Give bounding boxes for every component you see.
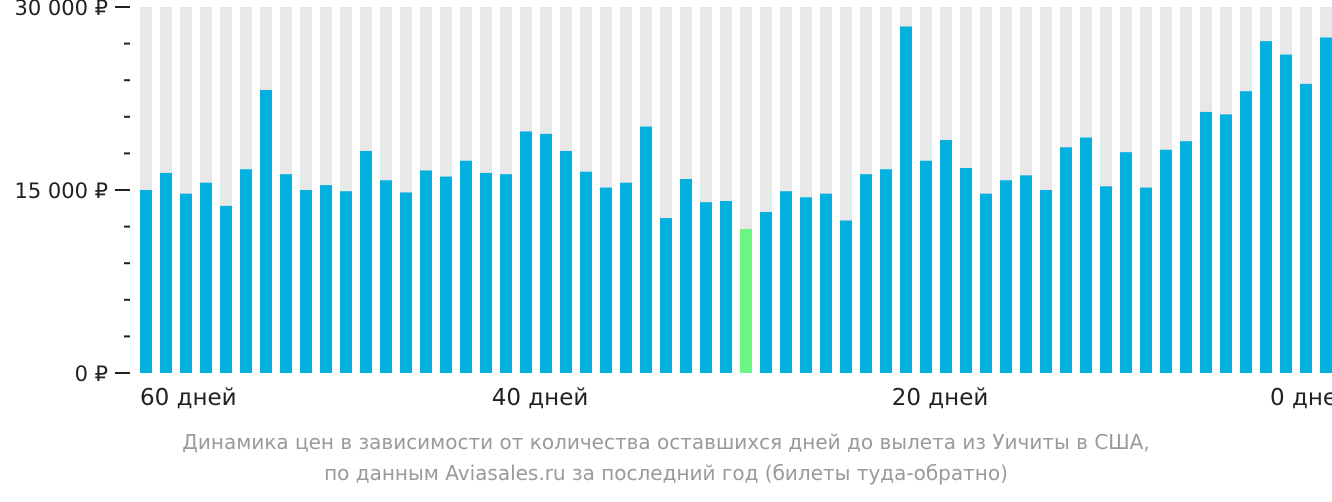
bar [1080, 137, 1092, 373]
bar [420, 170, 432, 373]
x-tick-label: 20 дней [892, 385, 989, 411]
bar [1100, 186, 1112, 373]
chart-caption-line-2: по данным Aviasales.ru за последний год … [324, 461, 1008, 485]
y-axis: 0 ₽ 15 000 ₽ 30 000 ₽ [14, 0, 130, 386]
bar [300, 190, 312, 373]
bar [440, 176, 452, 373]
bars [140, 26, 1332, 374]
bar [1180, 141, 1192, 373]
bar [1240, 91, 1252, 374]
bar [620, 182, 632, 373]
bar [920, 160, 932, 373]
bar [540, 133, 552, 373]
x-tick-label: 0 дней [1270, 385, 1332, 411]
bar [160, 172, 172, 373]
x-tick-label: 60 дней [140, 385, 237, 411]
bar [860, 174, 872, 373]
bar [880, 169, 892, 373]
bar [500, 174, 512, 373]
bar [780, 191, 792, 373]
bar [820, 193, 832, 373]
bar [900, 26, 912, 374]
y-tick-label: 0 ₽ [75, 362, 108, 386]
bar [600, 187, 612, 373]
bar [380, 180, 392, 373]
bar [1140, 187, 1152, 373]
bar [460, 160, 472, 373]
bar [580, 171, 592, 373]
background-columns [140, 7, 1332, 373]
bar [200, 182, 212, 373]
bar [480, 172, 492, 373]
bar [1040, 190, 1052, 373]
y-tick-label: 30 000 ₽ [14, 0, 108, 20]
bar [940, 139, 952, 373]
bar [560, 150, 572, 373]
bar [1280, 54, 1292, 374]
bar [1320, 37, 1332, 373]
bar [320, 185, 332, 373]
y-tick-label: 15 000 ₽ [14, 179, 108, 203]
bar [280, 174, 292, 373]
bar [1060, 147, 1072, 373]
bar [260, 89, 272, 374]
bar-cheapest [740, 229, 752, 373]
bar [400, 192, 412, 373]
bar [1000, 180, 1012, 373]
bar [640, 126, 652, 373]
bar [760, 211, 772, 373]
bar [1020, 175, 1032, 373]
bar [1200, 111, 1212, 374]
bar [220, 205, 232, 373]
bar [700, 202, 712, 373]
bar [360, 150, 372, 373]
bar [720, 200, 732, 373]
bar [520, 131, 532, 373]
bar [1120, 152, 1132, 373]
bar [680, 179, 692, 373]
bar [1300, 83, 1312, 374]
bar [180, 193, 192, 373]
bar [800, 197, 812, 373]
bar [840, 220, 852, 373]
chart-caption-line-1: Динамика цен в зависимости от количества… [182, 430, 1150, 454]
bar [340, 191, 352, 373]
bar [980, 193, 992, 373]
bar [240, 169, 252, 373]
bar [960, 168, 972, 373]
x-axis: 60 дней 40 дней 20 дней 0 дней [140, 385, 1332, 411]
bar [1160, 149, 1172, 373]
bar [140, 190, 152, 373]
bar [660, 218, 672, 373]
bar [1260, 41, 1272, 373]
x-tick-label: 40 дней [492, 385, 589, 411]
bar [1220, 114, 1232, 374]
